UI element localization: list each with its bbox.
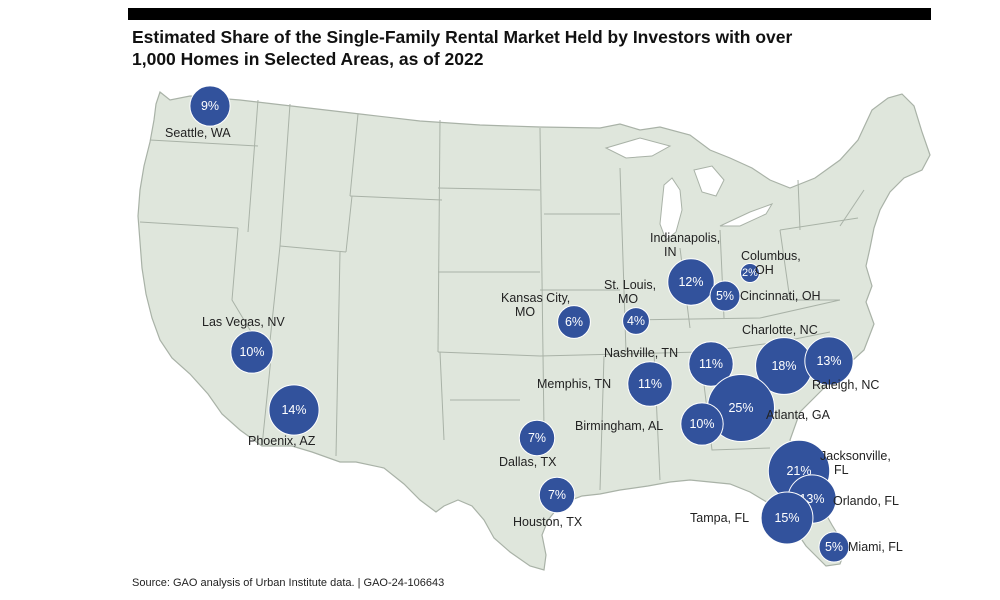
marker-label-phoenix-az: Phoenix, AZ	[248, 434, 316, 448]
lake-michigan	[659, 177, 683, 241]
map-title-line-2: 1,000 Homes in Selected Areas, as of 202…	[132, 49, 484, 69]
marker-value-charlotte-nc: 18%	[771, 359, 796, 373]
marker-label-memphis-tn: Memphis, TN	[537, 377, 611, 391]
marker-phoenix-az	[268, 384, 320, 436]
marker-label-seattle-wa: Seattle, WA	[165, 126, 231, 140]
marker-label-atlanta-ga: Atlanta, GA	[766, 408, 831, 422]
marker-value-nashville-tn: 11%	[699, 357, 723, 371]
marker-seattle-wa	[189, 85, 231, 127]
marker-label-las-vegas-nv: Las Vegas, NV	[202, 315, 285, 329]
marker-birmingham-al	[680, 402, 724, 446]
marker-houston-tx	[538, 476, 576, 514]
marker-st-louis-mo	[622, 307, 650, 335]
marker-value-jacksonville-fl: 21%	[786, 464, 811, 478]
marker-value-dallas-tx: 7%	[528, 431, 546, 445]
marker-value-tampa-fl: 15%	[774, 511, 799, 525]
map-title-line-1: Estimated Share of the Single-Family Ren…	[132, 27, 793, 47]
marker-las-vegas-nv	[230, 330, 274, 374]
marker-value-seattle-wa: 9%	[201, 99, 219, 113]
marker-value-columbus-oh: 2%	[742, 267, 758, 279]
lake-superior	[604, 137, 672, 159]
marker-label-miami-fl: Miami, FL	[848, 540, 903, 554]
marker-label-houston-tx: Houston, TX	[513, 515, 583, 529]
marker-label-jacksonville-fl: Jacksonville, FL	[820, 449, 891, 477]
marker-label-indianapolis-in: Indianapolis, IN	[650, 231, 720, 259]
marker-label-kansas-city-mo: Kansas City, MO	[501, 291, 570, 319]
marker-value-indianapolis-in: 12%	[678, 275, 703, 289]
marker-value-cincinnati-oh: 5%	[716, 289, 734, 303]
state-borders	[139, 99, 865, 491]
marker-cincinnati-oh	[709, 280, 741, 312]
marker-value-phoenix-az: 14%	[281, 403, 306, 417]
markers-layer: 9% Seattle, WA 10% Las Vegas, NV 14% Phoenix,…	[165, 85, 903, 563]
marker-label-birmingham-al: Birmingham, AL	[575, 419, 663, 433]
marker-nashville-tn	[688, 341, 734, 387]
marker-value-houston-tx: 7%	[548, 488, 566, 502]
marker-label-dallas-tx: Dallas, TX	[499, 455, 557, 469]
marker-label-st-louis-mo: St. Louis, MO	[604, 278, 656, 306]
header-bar	[128, 8, 931, 20]
lake-huron	[693, 165, 725, 197]
marker-tampa-fl	[760, 491, 814, 545]
marker-miami-fl	[818, 531, 850, 563]
marker-label-charlotte-nc: Charlotte, NC	[742, 323, 818, 337]
marker-label-raleigh-nc: Raleigh, NC	[812, 378, 879, 392]
marker-value-raleigh-nc: 13%	[816, 354, 841, 368]
marker-label-tampa-fl: Tampa, FL	[690, 511, 749, 525]
marker-label-columbus-oh: Columbus, OH	[741, 249, 801, 277]
marker-value-memphis-tn: 11%	[638, 377, 662, 391]
marker-raleigh-nc	[804, 336, 854, 386]
marker-value-st-louis-mo: 4%	[627, 314, 645, 328]
marker-value-atlanta-ga: 25%	[728, 401, 753, 415]
lake-erie	[719, 203, 774, 227]
marker-label-cincinnati-oh: Cincinnati, OH	[740, 289, 821, 303]
marker-label-nashville-tn: Nashville, TN	[604, 346, 678, 360]
marker-dallas-tx	[518, 419, 556, 457]
marker-columbus-oh	[740, 263, 760, 283]
marker-value-las-vegas-nv: 10%	[239, 345, 264, 359]
marker-value-birmingham-al: 10%	[689, 417, 714, 431]
marker-kansas-city-mo	[557, 305, 591, 339]
marker-value-kansas-city-mo: 6%	[565, 315, 583, 329]
marker-value-miami-fl: 5%	[825, 540, 843, 554]
marker-label-orlando-fl: Orlando, FL	[833, 494, 899, 508]
map-title: Estimated Share of the Single-Family Ren…	[132, 26, 922, 70]
marker-indianapolis-in	[667, 258, 715, 306]
marker-memphis-tn	[627, 361, 673, 407]
source-note: Source: GAO analysis of Urban Institute …	[132, 577, 445, 589]
